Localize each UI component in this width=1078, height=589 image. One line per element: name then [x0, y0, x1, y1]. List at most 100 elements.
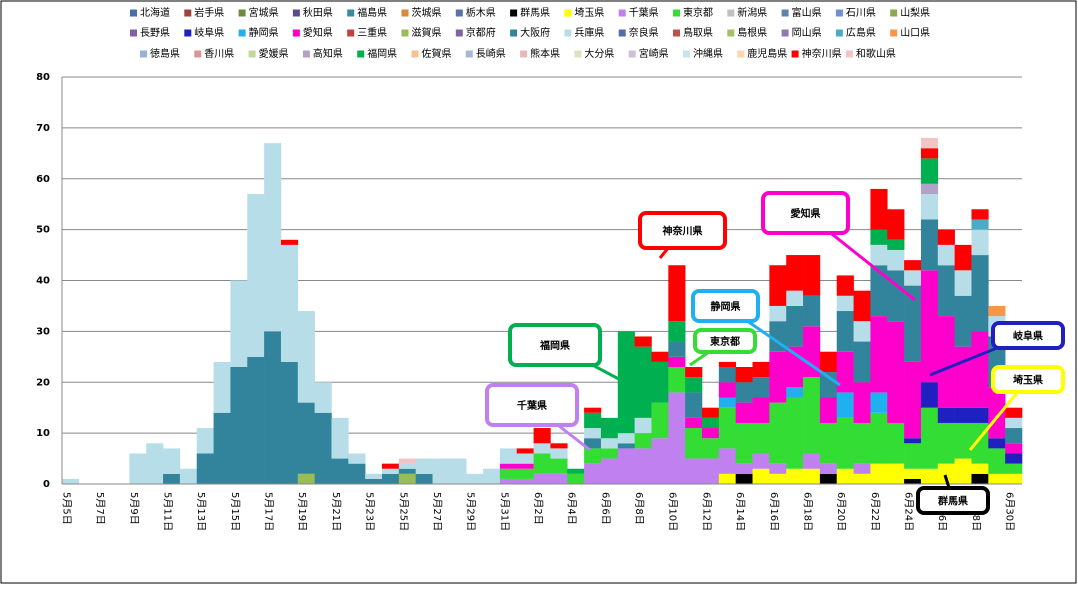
bar-segment — [735, 402, 753, 423]
legend-label: 群馬県 — [520, 6, 550, 19]
bar-segment — [735, 463, 753, 474]
bar-segment — [163, 448, 181, 474]
bar-segment — [870, 392, 888, 413]
bar-segment — [836, 311, 854, 352]
legend-swatch — [302, 50, 310, 58]
bar-segment — [685, 366, 703, 378]
bar-segment — [937, 316, 955, 408]
bar-segment — [904, 260, 922, 271]
bar-segment — [752, 377, 770, 398]
bar-segment — [398, 463, 416, 469]
bar-segment — [247, 356, 265, 484]
legend-label: 石川県 — [846, 7, 876, 19]
legend-swatch — [564, 9, 572, 17]
bar-segment — [870, 244, 888, 266]
bar-segment — [735, 366, 753, 383]
bar-segment — [567, 468, 585, 474]
bar-segment — [651, 361, 669, 403]
x-tick-label: 5月7日 — [94, 492, 106, 525]
bar-segment — [904, 438, 922, 444]
bar-segment — [988, 448, 1006, 474]
bar-segment — [314, 412, 332, 484]
y-tick-label: 0 — [43, 479, 50, 490]
bar-segment — [196, 428, 214, 454]
bar-segment — [584, 463, 602, 484]
bar-segment — [617, 433, 635, 444]
bar-segment — [971, 473, 989, 484]
bar-segment — [634, 417, 652, 434]
bar-segment — [718, 366, 736, 383]
bar-segment — [617, 448, 635, 484]
legend-swatch — [574, 50, 582, 58]
bar-segment — [516, 478, 534, 484]
bar-segment — [634, 433, 652, 449]
bar-segment — [62, 478, 80, 484]
bar-segment — [887, 321, 905, 423]
bar-segment — [483, 468, 501, 484]
legend-label: 愛媛県 — [259, 47, 289, 60]
legend-swatch — [130, 9, 137, 17]
legend-swatch — [835, 29, 843, 37]
bar-segment — [718, 361, 736, 367]
legend-swatch — [401, 29, 409, 37]
bar-segment — [988, 438, 1006, 449]
bar-segment — [499, 478, 518, 484]
legend-label: 鳥取県 — [683, 26, 713, 39]
bar-segment — [769, 351, 787, 403]
bar-segment — [584, 448, 602, 464]
bar-segment — [769, 463, 787, 474]
legend-swatch — [520, 50, 528, 58]
bar-segment — [920, 468, 939, 484]
x-tick-label: 5月19日 — [296, 492, 308, 531]
legend-label: 岡山県 — [792, 27, 822, 39]
bar-segment — [954, 458, 972, 484]
legend-label: 東京都 — [683, 6, 713, 19]
bar-segment — [769, 265, 787, 306]
annotation: 千葉県 — [517, 399, 547, 412]
legend-label: 愛知県 — [303, 26, 333, 39]
callout-box — [991, 365, 1065, 394]
legend-swatch — [727, 9, 735, 17]
bar-segment — [920, 148, 939, 159]
bar-segment — [803, 295, 821, 327]
bar-segment — [600, 448, 619, 459]
legend-swatch — [564, 29, 572, 37]
bar-segment — [752, 361, 770, 378]
bar-segment — [533, 453, 551, 474]
bar-segment — [516, 448, 534, 454]
bar-segment — [870, 229, 888, 245]
legend-label: 山口県 — [900, 27, 930, 39]
bar-segment — [819, 463, 838, 474]
bar-segment — [264, 331, 282, 484]
bar-segment — [600, 417, 619, 439]
legend-swatch — [727, 29, 735, 37]
bar-segment — [836, 468, 854, 484]
x-tick-label: 5月11日 — [161, 492, 173, 531]
annotation: 東京都 — [710, 335, 740, 348]
bar-segment — [617, 443, 635, 449]
bar-segment — [280, 361, 299, 484]
bar-segment — [584, 428, 602, 439]
legend-label: 三重県 — [357, 26, 387, 39]
bar-segment — [668, 341, 686, 357]
bar-segment — [937, 265, 955, 317]
bar-segment — [887, 239, 905, 250]
bar-segment — [550, 473, 568, 484]
legend-swatch — [618, 9, 626, 17]
legend-swatch — [683, 50, 690, 58]
bar-segment — [398, 458, 416, 464]
bar-segment — [280, 239, 299, 245]
legend-swatch — [292, 29, 300, 37]
bar-segment — [803, 468, 821, 484]
bar-segment — [1005, 407, 1023, 418]
bar-segment — [702, 438, 720, 459]
bar-segment — [904, 478, 922, 484]
bar-segment — [382, 473, 400, 484]
bar-segment — [954, 346, 972, 408]
legend-label: 岩手県 — [194, 6, 224, 19]
bar-segment — [348, 453, 366, 464]
bar-segment — [971, 331, 989, 408]
bar-segment — [904, 285, 922, 362]
bar-segment — [651, 402, 669, 439]
legend-label: 栃木県 — [466, 6, 496, 19]
